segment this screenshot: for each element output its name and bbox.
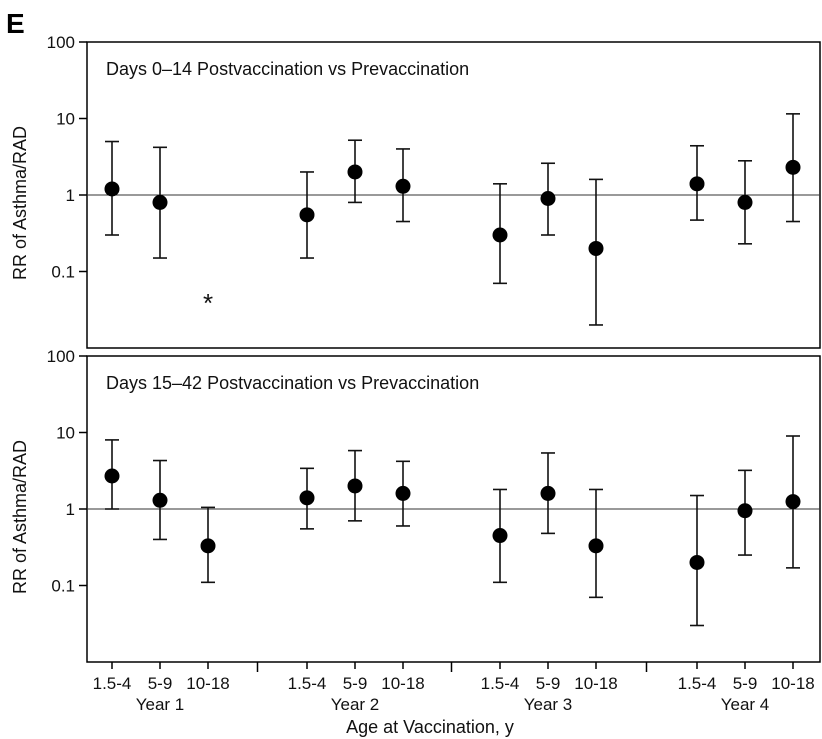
point-estimate [104, 468, 120, 484]
x-tick-label: 1.5-4 [93, 674, 132, 693]
point-estimate [200, 538, 216, 554]
y-tick-label: 1 [66, 500, 75, 519]
x-tick-label: 10-18 [574, 674, 617, 693]
x-tick-label: 10-18 [381, 674, 424, 693]
point-estimate [152, 492, 168, 508]
group-label: Year 1 [136, 695, 185, 714]
y-axis-label: RR of Asthma/RAD [10, 126, 30, 280]
panel-letter: E [6, 8, 25, 39]
point-estimate [299, 207, 315, 223]
point-estimate [737, 503, 753, 519]
point-estimate [347, 478, 363, 494]
point-estimate [785, 494, 801, 510]
y-tick-label: 10 [56, 424, 75, 443]
point-estimate [588, 240, 604, 256]
panel-title: Days 15–42 Postvaccination vs Prevaccina… [106, 373, 479, 393]
x-tick-label: 1.5-4 [481, 674, 520, 693]
x-tick-label: 10-18 [771, 674, 814, 693]
point-estimate [540, 485, 556, 501]
y-axis-label: RR of Asthma/RAD [10, 440, 30, 594]
x-tick-label: 5-9 [148, 674, 173, 693]
point-estimate [104, 181, 120, 197]
point-estimate [395, 178, 411, 194]
point-estimate [689, 176, 705, 192]
y-tick-label: 0.1 [51, 577, 75, 596]
x-tick-label: 5-9 [536, 674, 561, 693]
x-tick-label: 5-9 [343, 674, 368, 693]
group-label: Year 2 [331, 695, 380, 714]
x-tick-label: 5-9 [733, 674, 758, 693]
x-axis-label: Age at Vaccination, y [346, 717, 514, 737]
panel-title: Days 0–14 Postvaccination vs Prevaccinat… [106, 59, 469, 79]
panel-1: 100 10 1 0.1 RR of Asthma/RAD Days 0–14 Postv… [10, 33, 821, 349]
point-estimate [152, 194, 168, 210]
point-estimate [395, 485, 411, 501]
point-estimate [737, 194, 753, 210]
point-estimate [347, 164, 363, 180]
y-tick-label: 100 [47, 347, 75, 366]
point-estimate [540, 191, 556, 207]
x-tick-label: 1.5-4 [288, 674, 327, 693]
missing-estimate-marker: * [203, 288, 213, 318]
point-estimate [299, 490, 315, 506]
point-estimate [492, 528, 508, 544]
group-label: Year 3 [524, 695, 573, 714]
x-tick-label: 10-18 [186, 674, 229, 693]
panel-2: 100 10 1 0.1 RR of Asthma/RAD Days 15–42 Post… [10, 347, 821, 663]
group-label: Year 4 [721, 695, 770, 714]
y-tick-label: 0.1 [51, 263, 75, 282]
point-estimate [689, 554, 705, 570]
y-tick-label: 10 [56, 110, 75, 129]
point-estimate [785, 159, 801, 175]
y-tick-label: 100 [47, 33, 75, 52]
point-estimate [588, 538, 604, 554]
y-tick-label: 1 [66, 186, 75, 205]
point-estimate [492, 227, 508, 243]
x-tick-label: 1.5-4 [678, 674, 717, 693]
